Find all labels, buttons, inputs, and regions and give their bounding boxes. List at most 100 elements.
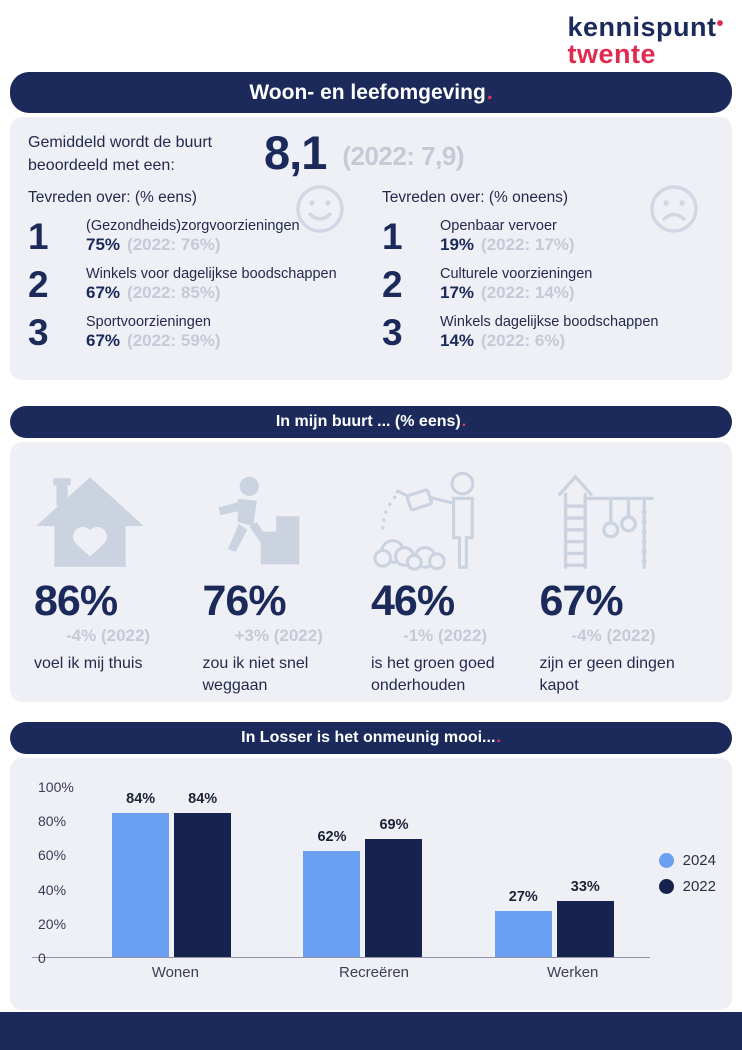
ranked-item: 3 Winkels dagelijkse boodschappen 14% (2022… [382,314,714,351]
sad-face-icon [648,183,700,235]
satisfaction-columns: Tevreden over: (% eens) 1 (Gezondheids)zo… [28,185,714,351]
ranked-item: 1 (Gezondheids)zorgvoorzieningen 75% (2022:… [28,218,360,255]
playground-icon [540,456,701,572]
bar-2024-recreëren: 62% [303,829,361,957]
satisfied-column: Tevreden over: (% eens) 1 (Gezondheids)zo… [28,185,360,351]
rating-label: Gemiddeld wordt de buurt beoordeeld met … [28,134,213,175]
section1-title: Woon- en leefomgeving [249,80,486,104]
ranked-item: 2 Winkels voor dagelijkse boodschappen 67%… [28,266,360,303]
stat-caption: zou ik niet snel weggaan [202,655,309,694]
stat-delta: +3% (2022) [234,626,323,645]
stat-delta: -4% (2022) [66,626,151,645]
rank-body: (Gezondheids)zorgvoorzieningen 75% (2022: … [86,218,300,255]
person-leaving-icon [203,456,364,572]
section-header-in-losser: In Losser is het onmeunig mooi.... [10,722,732,754]
rank-previous-value: (2022: 85%) [127,283,221,303]
accent-dot: . [496,729,501,746]
rank-label: (Gezondheids)zorgvoorzieningen [86,218,300,235]
neighbourhood-stats-card: 86% -4% (2022) voel ik mij thuis 76% +3% (20… [10,442,732,702]
y-axis-tick: 60% [38,847,67,864]
dissatisfied-column: Tevreden over: (% oneens) 1 Openbaar verv… [360,185,714,351]
footer-bar [0,1012,742,1050]
x-axis-label: Recreëren [338,964,410,981]
rank-previous-value: (2022: 6%) [481,331,566,351]
bar-2022-recreëren: 69% [365,817,423,957]
kennispunt-twente-logo: kennispunt• twente [567,14,724,68]
legend-label: 2024 [682,852,716,869]
house-heart-icon [34,456,195,572]
ranked-item: 3 Sportvoorzieningen 67% (2022: 59%) [28,314,360,351]
rank-label: Winkels voor dagelijkse boodschappen [86,266,337,283]
bar-group-wonen: 84% 84% [76,786,267,957]
rank-value: 14% [440,331,475,351]
accent-dot: . [461,413,467,430]
section2-title: In mijn buurt ... (% eens) [275,413,461,430]
bar-group-werken: 27% 33% [459,786,650,957]
stat-value: 46% [371,577,455,625]
bar-value-label: 69% [379,817,409,834]
bar-2022-wonen: 84% [174,791,232,957]
dissatisfied-heading: Tevreden over: (% oneens) [382,189,569,207]
rank-body: Openbaar vervoer 19% (2022: 17%) [440,218,575,255]
happy-face-icon [294,183,346,235]
rank-body: Sportvoorzieningen 67% (2022: 59%) [86,314,221,351]
ranked-item: 1 Openbaar vervoer 19% (2022: 17%) [382,218,714,255]
stat-column: 67% -4% (2022) zijn er geen dingen kapot [540,456,709,702]
bar-group-recreëren: 62% 69% [267,786,458,957]
section-header-in-mijn-buurt: In mijn buurt ... (% eens). [10,406,732,438]
bar-groups: 84% 84% 62% 69% 27% 33% [76,786,650,957]
bar-value-label: 33% [570,878,600,895]
legend-item-2022: 2022 [658,878,716,895]
rank-previous-value: (2022: 59%) [127,331,221,351]
bar-value-label: 62% [317,828,347,845]
bar-value-label: 84% [126,791,156,808]
stat-value: 76% [202,577,287,625]
x-axis-label: Werken [546,964,599,981]
bar-2022-werken: 33% [556,879,614,957]
rank-value: 17% [440,283,475,303]
rating-row: Gemiddeld wordt de buurt beoordeeld met … [28,126,714,179]
section3-title: In Losser is het onmeunig mooi... [241,729,496,746]
rank-number: 2 [382,264,403,306]
watering-plants-icon [371,456,532,572]
accent-dot: . [486,80,493,104]
y-axis-tick: 100% [38,779,74,795]
rank-number: 1 [28,216,49,258]
rank-value: 75% [86,235,121,255]
bar-2024-wonen: 84% [112,791,170,957]
y-axis-tick: 80% [38,813,67,830]
legend-dot-icon [658,879,674,894]
x-axis-labels: Wonen Recreëren Werken [76,964,672,981]
rank-number: 3 [382,312,403,354]
rank-label: Culturele voorzieningen [440,266,593,283]
stat-caption: zijn er geen dingen kapot [539,655,675,694]
stat-caption: voel ik mij thuis [34,655,143,672]
rank-value: 67% [86,331,121,351]
rank-value: 67% [86,283,121,303]
rank-value-line: 17% (2022: 14%) [440,283,592,303]
stat-column: 76% +3% (2022) zou ik niet snel weggaan [203,456,372,702]
stat-delta: -1% (2022) [403,626,488,645]
stat-column: 86% -4% (2022) voel ik mij thuis [34,456,203,702]
rank-value-line: 19% (2022: 17%) [440,235,575,255]
rank-value-line: 67% (2022: 85%) [86,283,337,303]
legend-label: 2022 [682,878,716,895]
rank-value-line: 67% (2022: 59%) [86,331,221,351]
section-header-woon-en-leefomgeving: Woon- en leefomgeving. [10,72,732,113]
bar-chart-plot: 84% 84% 62% 69% 27% 33% 100% 80% 60% 40% 20% 0 [32,779,650,966]
stat-value: 67% [539,577,624,625]
dissatisfied-list: 1 Openbaar vervoer 19% (2022: 17%) 2 Culturel… [382,218,714,351]
logo-mark: • [716,13,724,35]
rating-previous-value: (2022: 7,9) [342,141,465,171]
rank-value-line: 75% (2022: 76%) [86,235,300,255]
rank-previous-value: (2022: 76%) [127,235,221,255]
rank-value: 19% [440,235,475,255]
y-axis-tick: 40% [38,881,67,898]
rank-label: Winkels dagelijkse boodschappen [440,314,659,331]
rank-number: 1 [382,216,403,258]
satisfied-heading: Tevreden over: (% eens) [28,189,197,207]
rank-label: Sportvoorzieningen [86,314,211,331]
rating-value: 8,1 [264,126,327,179]
rank-body: Winkels voor dagelijkse boodschappen 67% (… [86,266,337,303]
